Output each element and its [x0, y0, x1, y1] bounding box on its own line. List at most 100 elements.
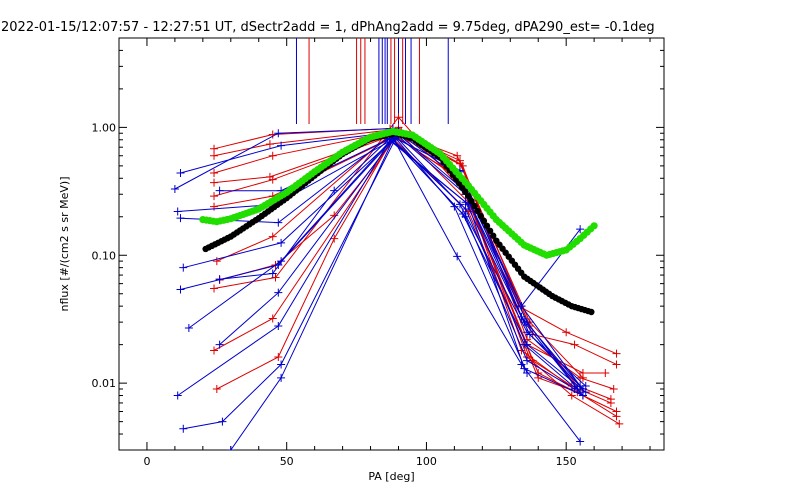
- data-point: [455, 159, 464, 168]
- series-line: [213, 132, 617, 365]
- series-line: [180, 135, 587, 387]
- series-line: [188, 136, 581, 442]
- data-point: [210, 284, 219, 293]
- x-tick-label: 0: [143, 455, 150, 468]
- data-point: [394, 113, 403, 122]
- data-point: [176, 285, 185, 294]
- data-point: [184, 323, 193, 332]
- data-point: [210, 144, 219, 153]
- data-point: [212, 257, 221, 266]
- series-line: [183, 139, 587, 393]
- data-point: [176, 214, 185, 223]
- black-fit-point: [490, 232, 497, 239]
- series-line: [183, 137, 528, 430]
- y-tick-label: 0.10: [92, 249, 117, 262]
- data-point: [562, 328, 571, 337]
- data-point: [523, 318, 532, 327]
- series-line: [177, 135, 584, 396]
- series-line: [180, 131, 578, 390]
- data-point: [612, 349, 621, 358]
- data-point: [517, 302, 526, 311]
- data-point: [173, 207, 182, 216]
- data-point: [277, 257, 286, 266]
- data-point: [523, 356, 532, 365]
- data-point: [330, 186, 339, 195]
- data-point: [218, 417, 227, 426]
- data-point: [453, 252, 462, 261]
- data-point: [274, 288, 283, 297]
- y-axis-label: nflux [#/(cm2 s sr MeV)]: [58, 177, 71, 312]
- x-axis-label: PA [deg]: [368, 470, 414, 483]
- data-point: [609, 384, 618, 393]
- data-point: [615, 419, 624, 428]
- series-line: [213, 127, 612, 400]
- green-fit-point: [590, 222, 598, 230]
- data-point: [277, 141, 286, 150]
- data-point: [461, 205, 470, 214]
- data-point: [517, 312, 526, 321]
- data-point: [576, 437, 585, 446]
- series-group: [170, 113, 624, 450]
- series-line: [177, 139, 584, 396]
- data-point: [277, 360, 286, 369]
- data-point: [570, 340, 579, 349]
- data-point: [578, 373, 587, 382]
- data-point: [576, 225, 585, 234]
- data-point: [523, 328, 532, 337]
- x-tick-label: 100: [416, 455, 437, 468]
- data-point: [179, 424, 188, 433]
- data-point: [277, 373, 286, 382]
- data-point: [578, 384, 587, 393]
- pa-markers: [295, 38, 449, 124]
- black-fit-point: [465, 192, 472, 200]
- plot-frame: [118, 37, 665, 451]
- fit-curves: [199, 127, 598, 316]
- data-point: [455, 200, 464, 209]
- data-point: [612, 407, 621, 416]
- black-fit-point: [474, 207, 481, 215]
- data-point: [268, 151, 277, 160]
- chart-title: 2022-01-15/12:07:57 - 12:27:51 UT, dSect…: [1, 20, 655, 35]
- x-tick-label: 150: [556, 455, 577, 468]
- data-point: [274, 218, 283, 227]
- black-fit-point: [468, 197, 475, 205]
- data-point: [570, 384, 579, 393]
- data-point: [520, 340, 529, 349]
- data-point: [265, 140, 274, 149]
- series-line: [213, 130, 617, 355]
- data-point: [567, 391, 576, 400]
- black-fit-point: [588, 308, 595, 316]
- data-point: [268, 175, 277, 184]
- data-point: [215, 340, 224, 349]
- data-point: [179, 263, 188, 272]
- y-tick-label: 0.01: [92, 377, 117, 390]
- black-fit-point: [471, 202, 478, 210]
- black-fit-point: [483, 222, 491, 230]
- data-point: [170, 184, 179, 193]
- data-point: [173, 391, 182, 400]
- axes: 0 50 100 150 0.01 0.10 1.00: [92, 37, 664, 468]
- data-point: [612, 360, 621, 369]
- data-point: [215, 275, 224, 284]
- y-tick-label: 1.00: [92, 121, 117, 134]
- data-point: [210, 151, 219, 160]
- series-line: [219, 136, 584, 390]
- data-point: [210, 168, 219, 177]
- series-line: [219, 139, 581, 393]
- black-fit-point: [486, 227, 494, 234]
- data-point: [210, 346, 219, 355]
- data-point: [268, 232, 277, 241]
- data-point: [226, 446, 235, 450]
- black-fit-point: [480, 217, 488, 225]
- data-point: [523, 369, 532, 378]
- data-point: [210, 192, 219, 201]
- data-point: [330, 234, 339, 243]
- black-fit-point: [477, 212, 484, 220]
- data-point: [274, 129, 283, 138]
- data-point: [274, 353, 283, 362]
- x-tick-label: 50: [280, 455, 294, 468]
- data-point: [601, 369, 610, 378]
- data-point: [268, 314, 277, 323]
- data-point: [210, 178, 219, 187]
